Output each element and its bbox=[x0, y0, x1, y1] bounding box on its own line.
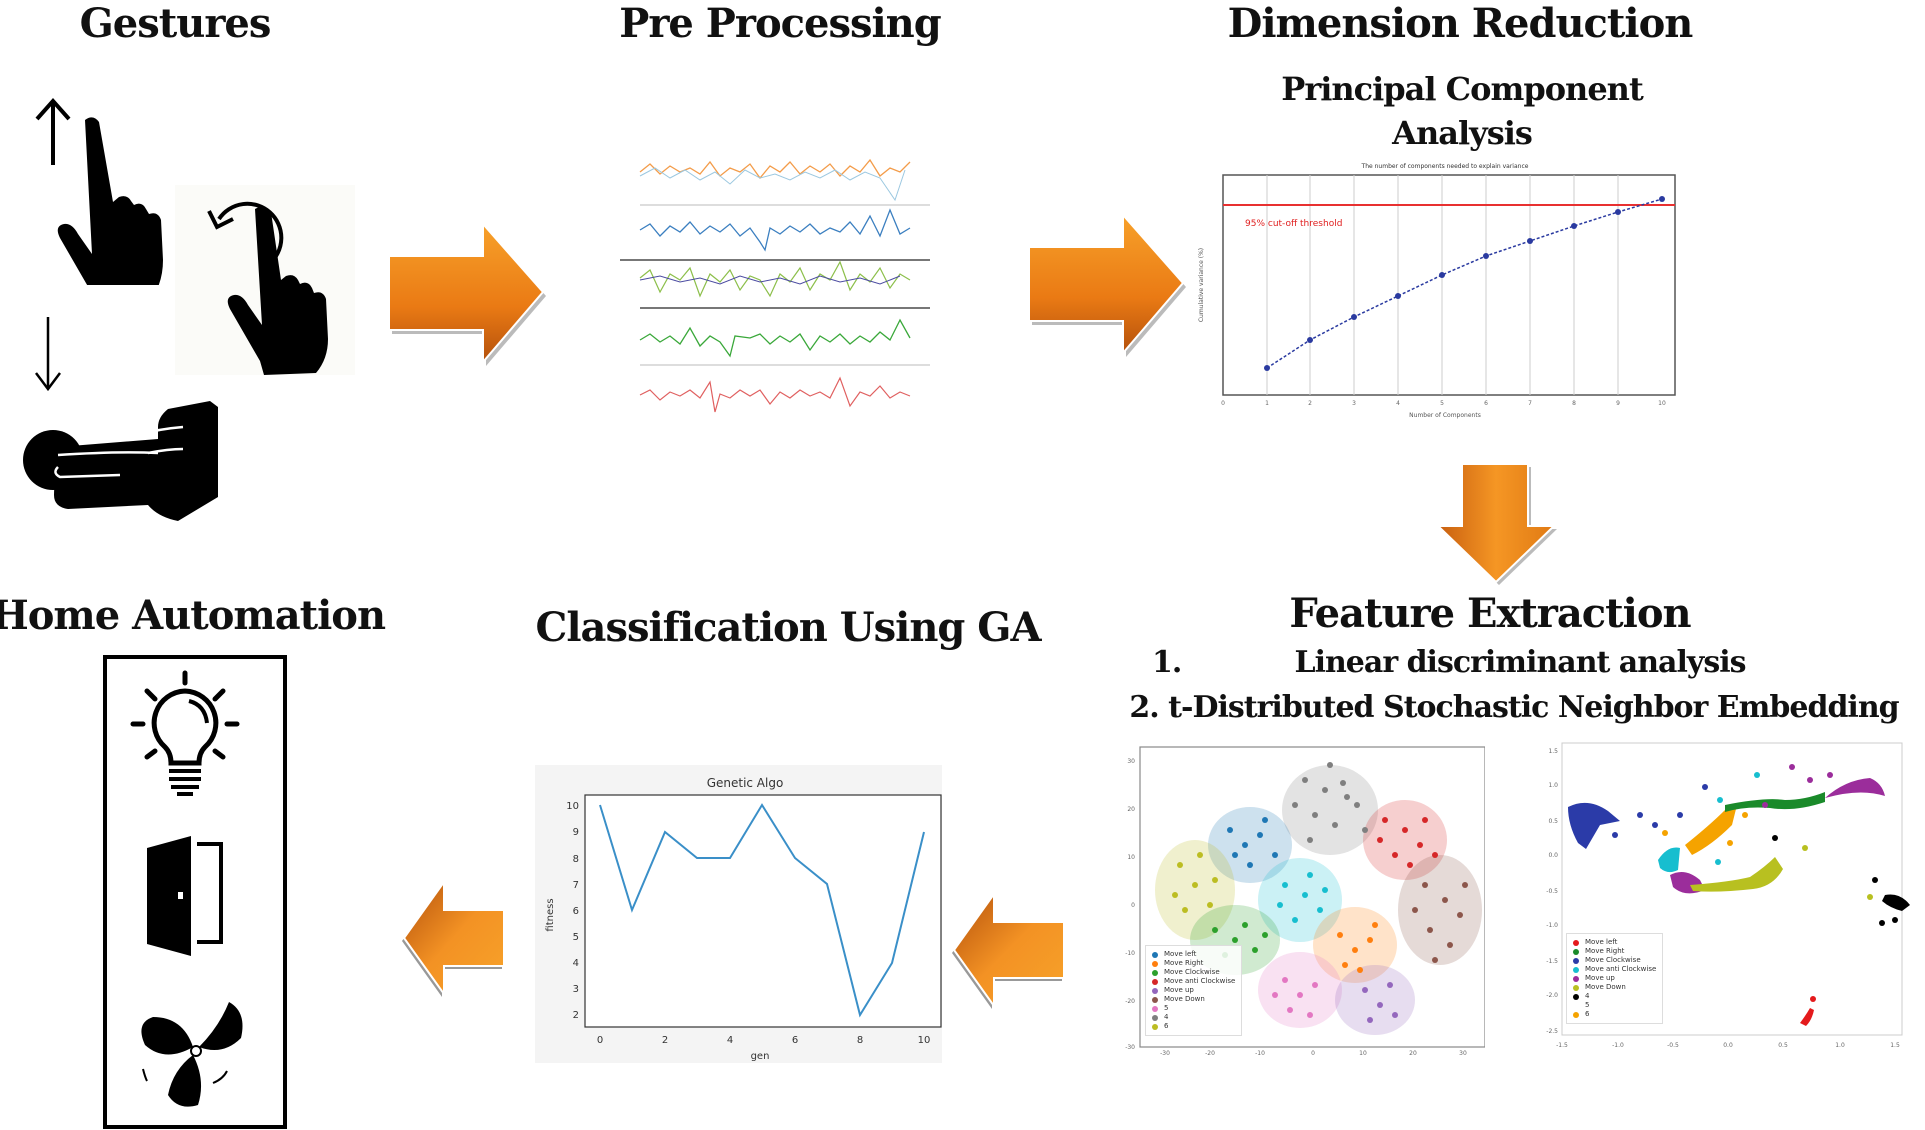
svg-text:-2.5: -2.5 bbox=[1546, 1028, 1558, 1035]
ga-chart-title: Genetic Algo bbox=[707, 776, 784, 790]
svg-text:8: 8 bbox=[573, 854, 579, 865]
svg-text:-20: -20 bbox=[1205, 1050, 1215, 1055]
svg-text:3: 3 bbox=[573, 984, 579, 995]
classification-title: Classification Using GA bbox=[535, 604, 1042, 651]
svg-text:2: 2 bbox=[573, 1010, 579, 1021]
svg-text:0.0: 0.0 bbox=[1548, 852, 1558, 859]
svg-text:4: 4 bbox=[727, 1035, 733, 1046]
ga-ylabel: fitness bbox=[545, 898, 556, 931]
svg-text:1.0: 1.0 bbox=[1548, 782, 1558, 789]
svg-text:2: 2 bbox=[662, 1035, 668, 1046]
svg-text:3: 3 bbox=[1352, 400, 1356, 407]
feature-extraction-title: Feature Extraction bbox=[1289, 590, 1691, 637]
threshold-label: 95% cut-off threshold bbox=[1245, 219, 1342, 229]
svg-text:8: 8 bbox=[857, 1035, 863, 1046]
svg-text:-1.5: -1.5 bbox=[1546, 958, 1558, 965]
arrow-left-1 bbox=[400, 878, 510, 998]
svg-text:4: 4 bbox=[1396, 400, 1400, 407]
svg-text:0.5: 0.5 bbox=[1778, 1042, 1788, 1049]
door-icon bbox=[145, 834, 235, 964]
svg-text:-30: -30 bbox=[1160, 1050, 1170, 1055]
svg-text:6: 6 bbox=[1484, 400, 1488, 407]
pca-chart-title: The number of components needed to expla… bbox=[1361, 163, 1529, 170]
preprocessing-signals-chart bbox=[620, 150, 930, 425]
svg-text:9: 9 bbox=[1616, 400, 1620, 407]
svg-text:4: 4 bbox=[573, 958, 579, 969]
svg-text:0: 0 bbox=[1221, 400, 1225, 407]
light-bulb-icon bbox=[127, 669, 247, 799]
fe-item2-text: 2. t-Distributed Stochastic Neighbor Emb… bbox=[1129, 690, 1899, 725]
svg-text:5: 5 bbox=[573, 932, 579, 943]
swipe-up-icon bbox=[15, 95, 165, 304]
svg-text:-20: -20 bbox=[1125, 998, 1135, 1005]
svg-text:1.0: 1.0 bbox=[1835, 1042, 1845, 1049]
svg-text:-10: -10 bbox=[1255, 1050, 1265, 1055]
svg-text:-0.5: -0.5 bbox=[1546, 888, 1558, 895]
pca-chart: The number of components needed to expla… bbox=[1195, 160, 1680, 425]
svg-text:0: 0 bbox=[597, 1035, 603, 1046]
svg-text:1.5: 1.5 bbox=[1890, 1042, 1900, 1049]
svg-text:0: 0 bbox=[1311, 1050, 1315, 1055]
svg-text:5: 5 bbox=[1440, 400, 1444, 407]
rotate-tap-icon bbox=[175, 185, 355, 375]
down-arrow-icon bbox=[30, 315, 70, 395]
svg-text:10: 10 bbox=[566, 801, 579, 812]
home-automation-title: Home Automation bbox=[0, 592, 386, 639]
svg-text:-2.0: -2.0 bbox=[1546, 992, 1558, 999]
svg-text:7: 7 bbox=[573, 880, 579, 891]
svg-text:8: 8 bbox=[1572, 400, 1576, 407]
svg-text:-0.5: -0.5 bbox=[1667, 1042, 1679, 1049]
fe-item1-number: 1. bbox=[1152, 645, 1182, 680]
genetic-algo-chart: Genetic Algo 10 9 8 7 6 5 4 3 2 0 2 4 6 8 10 gen f… bbox=[535, 765, 942, 1063]
svg-text:-1.0: -1.0 bbox=[1546, 922, 1558, 929]
arrow-down bbox=[1432, 460, 1562, 585]
svg-text:7: 7 bbox=[1528, 400, 1532, 407]
svg-text:-30: -30 bbox=[1125, 1044, 1135, 1051]
home-automation-box bbox=[103, 655, 287, 1129]
pre-processing-title: Pre Processing bbox=[619, 0, 941, 47]
svg-text:10: 10 bbox=[1359, 1050, 1367, 1055]
svg-text:0: 0 bbox=[1131, 902, 1135, 909]
svg-text:10: 10 bbox=[918, 1035, 931, 1046]
svg-text:20: 20 bbox=[1127, 806, 1135, 813]
swipe-down-hand-icon bbox=[18, 395, 228, 525]
svg-text:1.5: 1.5 bbox=[1548, 748, 1558, 755]
pca-ylabel: Cumulative variance (%) bbox=[1198, 248, 1205, 322]
svg-text:-1.0: -1.0 bbox=[1612, 1042, 1624, 1049]
lda-scatter-chart: 30 20 10 0 -10 -20 -30 bbox=[1085, 735, 1486, 1057]
arrow-right-1 bbox=[383, 221, 548, 372]
svg-text:20: 20 bbox=[1409, 1050, 1417, 1055]
arrow-left-2 bbox=[950, 890, 1070, 1010]
tsne-legend: Move left Move Right Move Clockwise Move… bbox=[1566, 933, 1664, 1024]
svg-text:9: 9 bbox=[573, 827, 579, 838]
svg-text:0.0: 0.0 bbox=[1723, 1042, 1733, 1049]
svg-text:0.5: 0.5 bbox=[1548, 818, 1558, 825]
dimension-reduction-title: Dimension Reduction bbox=[1227, 0, 1694, 47]
tsne-scatter-chart: 1.5 1.0 0.5 0.0 -0.5 -1.0 -1.5 -2.0 -2.5 -1.5 -… bbox=[1530, 735, 1925, 1055]
arrow-right-2 bbox=[1023, 212, 1188, 363]
ga-xlabel: gen bbox=[751, 1051, 770, 1062]
svg-text:1: 1 bbox=[1265, 400, 1269, 407]
svg-text:10: 10 bbox=[1658, 400, 1666, 407]
svg-text:30: 30 bbox=[1459, 1050, 1467, 1055]
gestures-title: Gestures bbox=[79, 0, 272, 47]
svg-text:-10: -10 bbox=[1125, 950, 1135, 957]
svg-text:6: 6 bbox=[573, 906, 579, 917]
svg-text:2: 2 bbox=[1308, 400, 1312, 407]
lda-legend: Move left Move Right Move Clockwise Move… bbox=[1145, 945, 1243, 1036]
pca-xlabel: Number of Components bbox=[1409, 412, 1481, 419]
svg-text:6: 6 bbox=[792, 1035, 798, 1046]
fan-icon bbox=[135, 999, 255, 1109]
pca-title-line2: Analysis bbox=[1392, 114, 1533, 152]
svg-text:-1.5: -1.5 bbox=[1556, 1042, 1568, 1049]
svg-text:30: 30 bbox=[1127, 758, 1135, 765]
svg-text:10: 10 bbox=[1127, 854, 1135, 861]
fe-item1-text: Linear discriminant analysis bbox=[1294, 645, 1746, 680]
pca-title-line1: Principal Component bbox=[1281, 70, 1643, 108]
